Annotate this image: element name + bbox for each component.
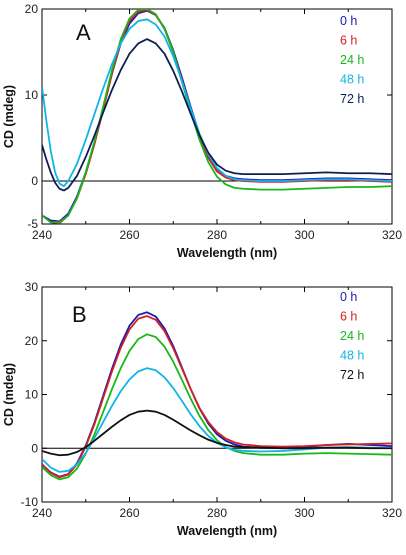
y-axis-label: CD (mdeg) [2,363,16,426]
x-axis-label: Wavelength (nm) [177,524,277,538]
x-tick-label: 300 [294,228,314,242]
series-line-48h [42,18,392,188]
y-tick-label: 0 [31,174,38,188]
series-line-72h [42,38,392,192]
y-tick-label: 20 [25,2,39,16]
y-tick-label: 10 [25,88,39,102]
legend-entry: 6 h [340,34,357,48]
series-line-48h [42,367,392,473]
x-tick-label: 280 [207,506,227,520]
panel-label: B [72,302,87,327]
x-tick-label: 280 [207,228,227,242]
y-tick-label: 0 [31,441,38,455]
y-tick-label: 30 [25,280,39,294]
legend-entry: 6 h [340,310,357,324]
legend-entry: 48 h [340,73,364,87]
legend-entry: 0 h [340,290,357,304]
y-tick-label: 10 [25,388,39,402]
legend-entry: 72 h [340,368,364,382]
x-tick-label: 320 [382,506,402,520]
y-axis-label: CD (mdeg) [2,85,16,148]
legend-entry: 72 h [340,92,364,106]
series-line-24h [42,9,392,224]
legend-entry: 24 h [340,53,364,67]
x-tick-label: 260 [119,228,139,242]
x-axis-label: Wavelength (nm) [177,246,277,260]
panel-label: A [76,20,91,45]
x-tick-label: 240 [32,506,52,520]
legend-entry: 0 h [340,14,357,28]
chart-panel-b: 240 260 280 300 320 -10 0 10 20 30 0 h 6 h 24 h 48 h 7… [2,280,402,538]
legend-entry: 24 h [340,329,364,343]
chart-panel-a: 240 260 280 300 320 -5 0 10 20 0 h 6 h 24 h 48 h 72 h… [2,2,402,260]
series-line-72h [42,409,392,457]
legend-entry: 48 h [340,349,364,363]
y-tick-label: -10 [21,495,39,509]
x-tick-label: 300 [294,506,314,520]
y-tick-label: 20 [25,334,39,348]
y-tick-label: -5 [27,217,38,231]
x-tick-label: 260 [119,506,139,520]
x-tick-label: 240 [32,228,52,242]
x-tick-label: 320 [382,228,402,242]
